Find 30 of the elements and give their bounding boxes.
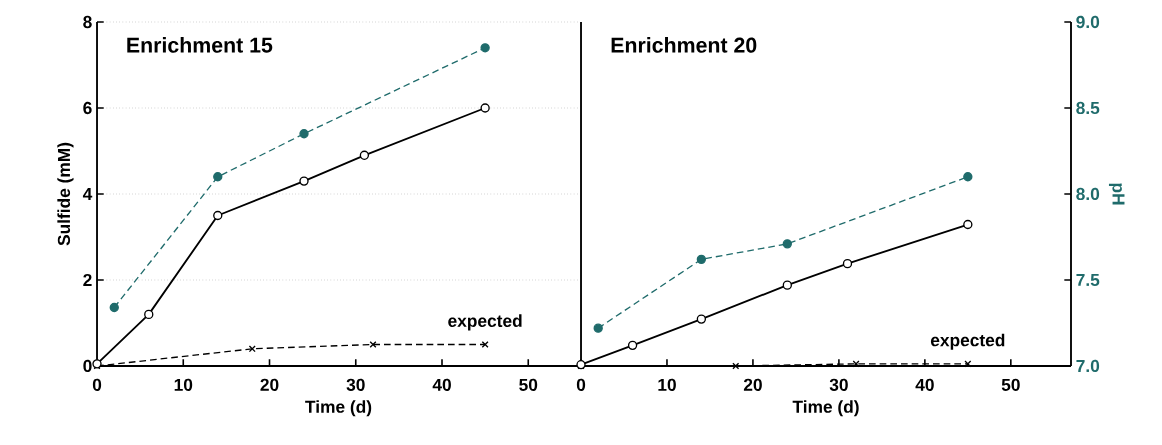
annotation: expected bbox=[930, 333, 1005, 350]
y-tick-label: 2 bbox=[83, 273, 92, 287]
y-tick-label: 8 bbox=[83, 15, 92, 29]
y2-tick-label: 8.0 bbox=[1076, 187, 1100, 201]
x-tick-label: 40 bbox=[432, 378, 451, 391]
y2-tick-label: 7.5 bbox=[1076, 273, 1100, 287]
y2-tick-label: 7.0 bbox=[1076, 359, 1100, 373]
x-tick-label: 0 bbox=[576, 378, 586, 391]
x-axis-title: Time (d) bbox=[305, 400, 372, 417]
x-tick-label: 30 bbox=[829, 378, 848, 391]
y2-tick-label: 9.0 bbox=[1076, 15, 1100, 29]
x-axis-title: Time (d) bbox=[792, 400, 859, 417]
annotation: expected bbox=[448, 314, 522, 331]
x-tick-label: 40 bbox=[915, 378, 934, 391]
y-tick-label: 0 bbox=[83, 359, 92, 373]
x-tick-label: 20 bbox=[743, 378, 762, 391]
y-tick-label: 4 bbox=[82, 188, 93, 200]
x-tick-label: 10 bbox=[174, 378, 193, 391]
x-tick-label: 10 bbox=[658, 378, 676, 391]
y-tick-label: 6 bbox=[83, 101, 92, 115]
x-tick-label: 50 bbox=[1001, 378, 1020, 391]
x-tick-label: 30 bbox=[346, 378, 365, 391]
y-axis-title: Sulfide (mM) bbox=[57, 142, 74, 246]
x-tick-label: 0 bbox=[92, 378, 102, 391]
y2-axis-title: pH bbox=[1108, 183, 1125, 205]
y2-tick-label: 8.5 bbox=[1076, 101, 1100, 115]
x-tick-label: 50 bbox=[519, 378, 538, 391]
text: Enrichment 15 bbox=[127, 37, 273, 53]
x-tick-label: 20 bbox=[260, 378, 279, 391]
text: Enrichment 20 bbox=[611, 37, 757, 53]
